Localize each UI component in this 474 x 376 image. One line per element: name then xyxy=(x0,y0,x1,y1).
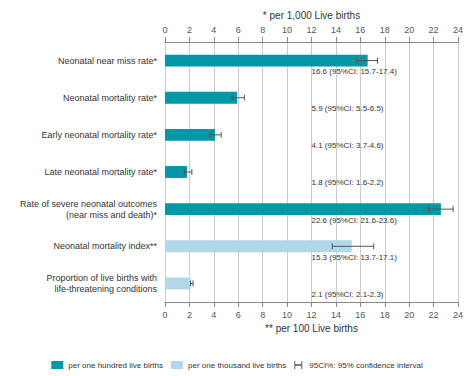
svg-text:20: 20 xyxy=(404,25,414,35)
svg-text:0: 0 xyxy=(162,310,167,320)
svg-text:4.1 (95%CI: 3.7-4.6): 4.1 (95%CI: 3.7-4.6) xyxy=(312,141,384,150)
svg-text:per one thousand live births: per one thousand live births xyxy=(188,361,286,370)
svg-text:2.1 (95%CI: 2.1-2.3): 2.1 (95%CI: 2.1-2.3) xyxy=(312,290,384,299)
svg-text:Proportion of live births with: Proportion of live births with xyxy=(46,273,157,283)
svg-text:0: 0 xyxy=(162,25,167,35)
svg-text:18: 18 xyxy=(380,310,390,320)
svg-text:95CI%: 95% confidence interval: 95CI%: 95% confidence interval xyxy=(309,361,423,370)
svg-text:(near miss and death)*: (near miss and death)* xyxy=(66,210,158,220)
svg-text:18: 18 xyxy=(380,25,390,35)
svg-text:per one hundred live births: per one hundred live births xyxy=(68,361,163,370)
svg-text:16: 16 xyxy=(355,25,365,35)
svg-text:8: 8 xyxy=(260,25,265,35)
svg-text:10: 10 xyxy=(282,310,292,320)
svg-text:8: 8 xyxy=(260,310,265,320)
svg-text:life-threatening conditions: life-threatening conditions xyxy=(54,284,157,294)
svg-text:Late neonatal mortality rate*: Late neonatal mortality rate* xyxy=(44,167,157,177)
svg-text:22.6 (95%CI: 21.6-23.6): 22.6 (95%CI: 21.6-23.6) xyxy=(312,216,398,225)
svg-text:* per 1,000 Live births: * per 1,000 Live births xyxy=(263,10,360,21)
svg-text:24: 24 xyxy=(453,310,463,320)
svg-text:Early neonatal mortality rate*: Early neonatal mortality rate* xyxy=(41,130,157,140)
svg-text:Neonatal mortality rate*: Neonatal mortality rate* xyxy=(63,93,158,103)
svg-text:22: 22 xyxy=(429,310,439,320)
svg-text:6: 6 xyxy=(236,25,241,35)
svg-text:6: 6 xyxy=(236,310,241,320)
svg-text:2: 2 xyxy=(187,310,192,320)
svg-text:1.8 (95%CI: 1.6-2.2): 1.8 (95%CI: 1.6-2.2) xyxy=(312,178,384,187)
svg-text:16: 16 xyxy=(355,310,365,320)
svg-text:5.9 (95%CI: 5.5-6.5): 5.9 (95%CI: 5.5-6.5) xyxy=(312,104,384,113)
svg-text:2: 2 xyxy=(187,25,192,35)
svg-text:16.6 (95%CI: 15.7-17.4): 16.6 (95%CI: 15.7-17.4) xyxy=(312,67,398,76)
svg-text:10: 10 xyxy=(282,25,292,35)
svg-text:12: 12 xyxy=(306,25,316,35)
svg-text:Neonatal near miss rate*: Neonatal near miss rate* xyxy=(58,56,158,66)
svg-text:15.3 (95%CI: 13.7-17.1): 15.3 (95%CI: 13.7-17.1) xyxy=(312,253,398,262)
svg-text:Neonatal mortality index**: Neonatal mortality index** xyxy=(53,241,157,251)
svg-text:** per 100 Live births: ** per 100 Live births xyxy=(265,323,358,334)
svg-text:14: 14 xyxy=(331,310,341,320)
svg-text:12: 12 xyxy=(306,310,316,320)
svg-text:24: 24 xyxy=(453,25,463,35)
svg-text:20: 20 xyxy=(404,310,414,320)
svg-text:4: 4 xyxy=(211,310,216,320)
svg-text:14: 14 xyxy=(331,25,341,35)
svg-text:Rate of severe neonatal outcom: Rate of severe neonatal outcomes xyxy=(20,199,158,209)
svg-text:4: 4 xyxy=(211,25,216,35)
svg-text:22: 22 xyxy=(429,25,439,35)
